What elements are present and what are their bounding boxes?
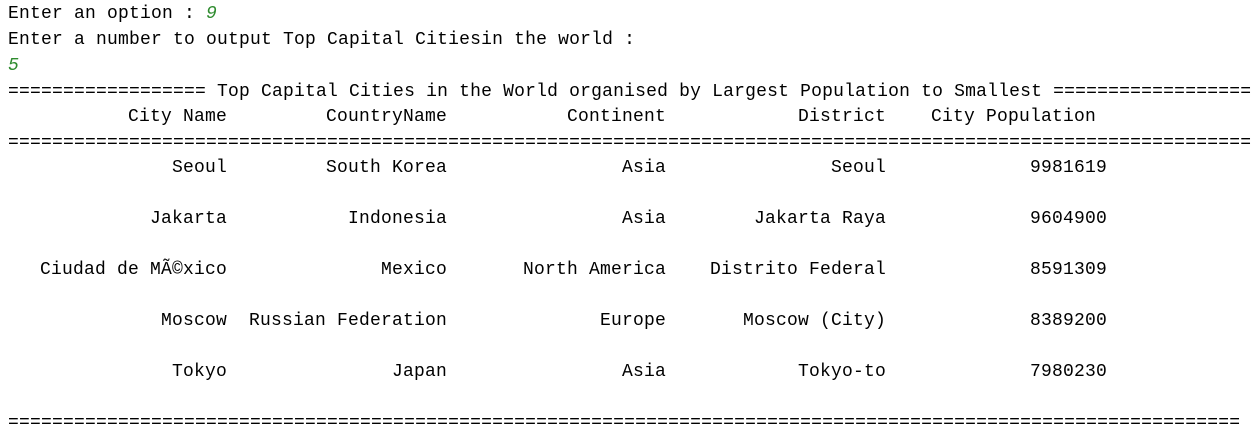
- table-cell: Tokyo-to: [797, 362, 886, 382]
- table-cell: Tokyo: [171, 362, 227, 382]
- table-cell: Asia: [621, 158, 666, 178]
- table-title: ================== Top Capital Cities in…: [8, 82, 1252, 102]
- column-header: City Name: [127, 107, 227, 127]
- footer-rule: ========================================…: [8, 413, 1241, 431]
- population-cell: 8389200: [1029, 311, 1107, 331]
- column-header: District: [797, 107, 886, 127]
- column-header: City Population: [930, 107, 1096, 127]
- table-cell: Jakarta Raya: [753, 209, 886, 229]
- table-cell: Jakarta: [149, 209, 227, 229]
- table-cell: Europe: [599, 311, 666, 331]
- table-cell: Moscow (City): [742, 311, 886, 331]
- table-cell: Distrito Federal: [709, 260, 886, 280]
- option-prompt: Enter an option :: [8, 4, 207, 24]
- option-input: 9: [206, 4, 218, 24]
- table-cell: Asia: [621, 362, 666, 382]
- population-cell: 9981619: [1029, 158, 1107, 178]
- table-cell: Seoul: [830, 158, 886, 178]
- table-cell: Japan: [391, 362, 447, 382]
- table-cell: Asia: [621, 209, 666, 229]
- header-rule: ========================================…: [8, 133, 1252, 153]
- table-cell: Russian Federation: [248, 311, 447, 331]
- number-input: 5: [8, 56, 20, 76]
- number-prompt: Enter a number to output Top Capital Cit…: [8, 30, 636, 50]
- table-cell: Mexico: [380, 260, 447, 280]
- table-cell: Ciudad de MÃ©xico: [39, 260, 227, 280]
- table-cell: Seoul: [171, 158, 227, 178]
- table-cell: Moscow: [160, 311, 227, 331]
- population-cell: 9604900: [1029, 209, 1107, 229]
- column-header: CountryName: [325, 107, 447, 127]
- table-cell: South Korea: [325, 158, 447, 178]
- column-header: Continent: [566, 107, 666, 127]
- table-cell: North America: [522, 260, 666, 280]
- population-cell: 7980230: [1029, 362, 1107, 382]
- population-cell: 8591309: [1029, 260, 1107, 280]
- table-cell: Indonesia: [347, 209, 447, 229]
